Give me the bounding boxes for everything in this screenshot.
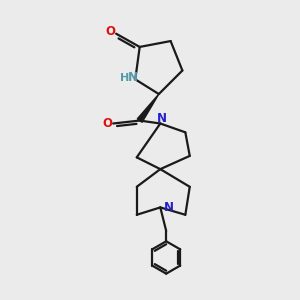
Text: N: N bbox=[157, 112, 167, 125]
Text: N: N bbox=[164, 201, 174, 214]
Polygon shape bbox=[137, 94, 159, 122]
Text: H: H bbox=[120, 73, 130, 83]
Text: O: O bbox=[106, 25, 116, 38]
Text: N: N bbox=[128, 71, 138, 84]
Text: O: O bbox=[102, 117, 112, 130]
